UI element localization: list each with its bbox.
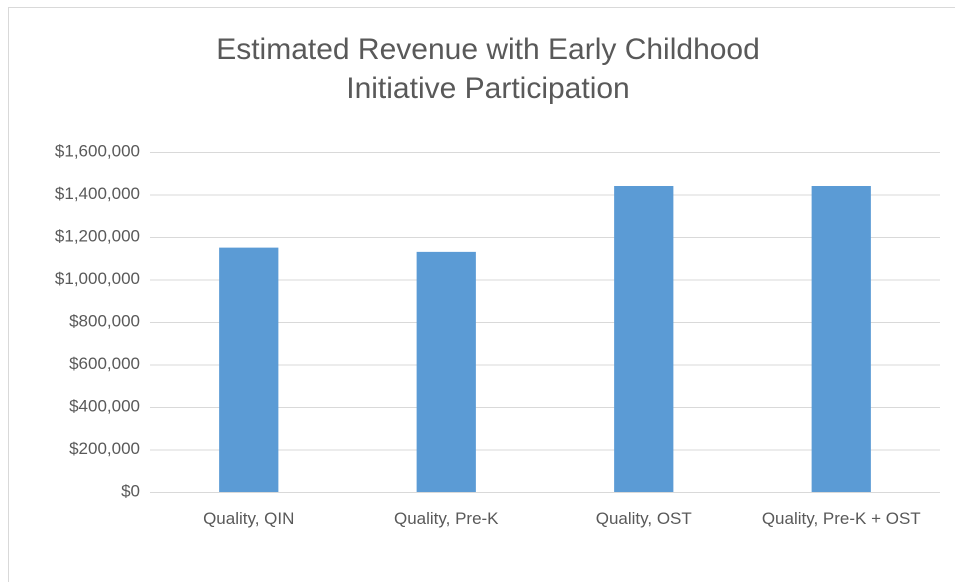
y-tick-label: $0 [121,481,140,500]
y-tick-label: $1,600,000 [55,141,140,160]
x-tick-label: Quality, Pre-K [393,509,499,528]
y-tick-label: $400,000 [69,396,140,415]
y-tick-label: $1,400,000 [55,184,140,203]
y-tick-label: $200,000 [69,439,140,458]
bar [416,251,476,492]
y-tick-label: $1,000,000 [55,269,140,288]
x-tick-label: Quality, Pre-K + OST [761,509,921,528]
chart-border [8,7,955,582]
y-tick-label: $600,000 [69,354,140,373]
bar [219,247,279,492]
bar [811,186,871,492]
chart-title: Estimated Revenue with Early Childhood I… [216,33,760,105]
y-tick-label: $1,200,000 [55,226,140,245]
x-tick-label: Quality, QIN [203,509,295,528]
x-tick-label: Quality, OST [595,509,692,528]
y-tick-label: $800,000 [69,311,140,330]
bar [614,186,674,492]
